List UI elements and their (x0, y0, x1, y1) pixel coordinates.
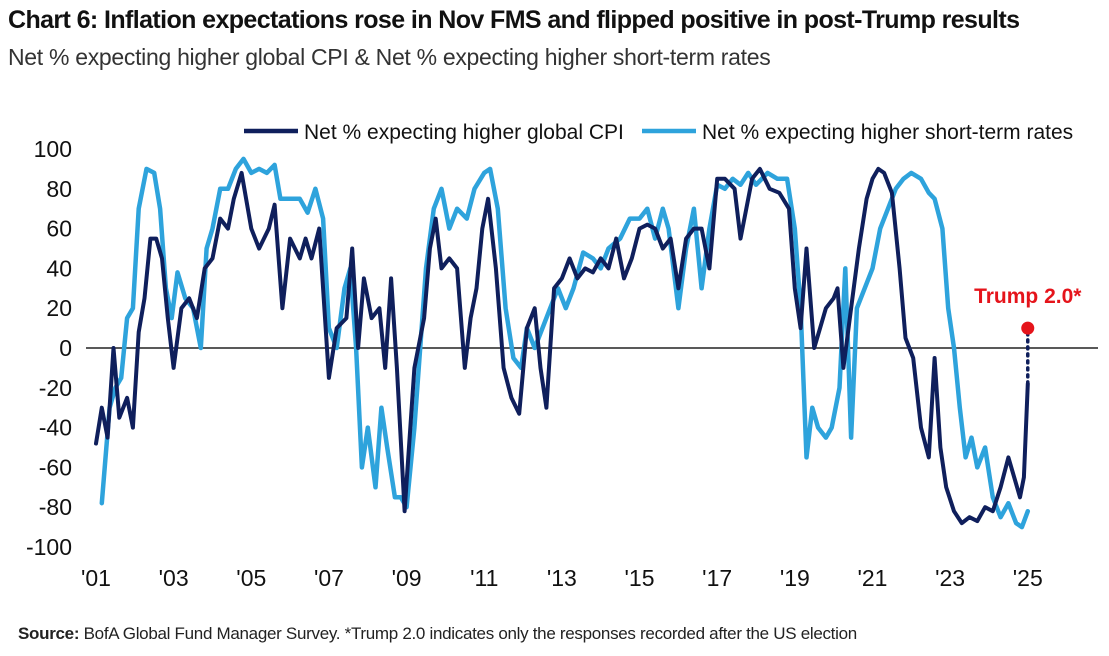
x-tick-label: '05 (236, 565, 266, 591)
y-tick-label: 0 (59, 335, 72, 361)
y-tick-label: -60 (39, 454, 72, 480)
y-tick-label: -20 (39, 375, 72, 401)
source-text: BofA Global Fund Manager Survey. *Trump … (83, 624, 858, 643)
x-axis: '01 '03 '05 '07 '09 '11 '13 '15 '17 '19 '21 '23 '25 (81, 565, 1043, 591)
x-tick-label: '11 (470, 565, 498, 591)
x-tick-label: '07 (314, 565, 344, 591)
x-tick-label: '09 (392, 565, 422, 591)
x-tick-label: '19 (780, 565, 810, 591)
source-note: Source: BofA Global Fund Manager Survey.… (18, 624, 857, 644)
trump-marker (1021, 321, 1035, 335)
x-tick-label: '15 (625, 565, 655, 591)
y-tick-label: -40 (39, 415, 72, 441)
x-tick-label: '21 (857, 565, 887, 591)
y-tick-label: -80 (39, 494, 72, 520)
y-tick-label: -100 (26, 534, 72, 560)
y-axis: 100 80 60 40 20 0 -20 -40 -60 -80 -100 (26, 136, 72, 560)
x-tick-label: '25 (1013, 565, 1043, 591)
x-tick-label: '01 (81, 565, 111, 591)
chart-subtitle: Net % expecting higher global CPI & Net … (8, 44, 771, 70)
series-line-rates (99, 156, 1031, 530)
series-lines (94, 156, 1031, 530)
chart-title: Chart 6: Inflation expectations rose in … (8, 6, 1020, 34)
series-line-cpi (94, 166, 1030, 526)
y-tick-label: 60 (46, 216, 72, 242)
x-tick-label: '13 (547, 565, 577, 591)
y-tick-label: 100 (34, 136, 72, 162)
y-tick-label: 80 (46, 176, 72, 202)
y-tick-label: 40 (46, 255, 72, 281)
legend: Net % expecting higher global CPI Net % … (244, 121, 1073, 144)
x-tick-label: '23 (935, 565, 965, 591)
x-tick-label: '03 (159, 565, 189, 591)
trump-label: Trump 2.0* (974, 285, 1082, 308)
y-tick-label: 20 (46, 295, 72, 321)
legend-label-cpi: Net % expecting higher global CPI (304, 121, 624, 144)
x-tick-label: '17 (702, 565, 732, 591)
source-label: Source: (18, 624, 80, 643)
legend-label-rates: Net % expecting higher short-term rates (702, 121, 1073, 144)
trump-annotation: Trump 2.0* (974, 285, 1082, 386)
